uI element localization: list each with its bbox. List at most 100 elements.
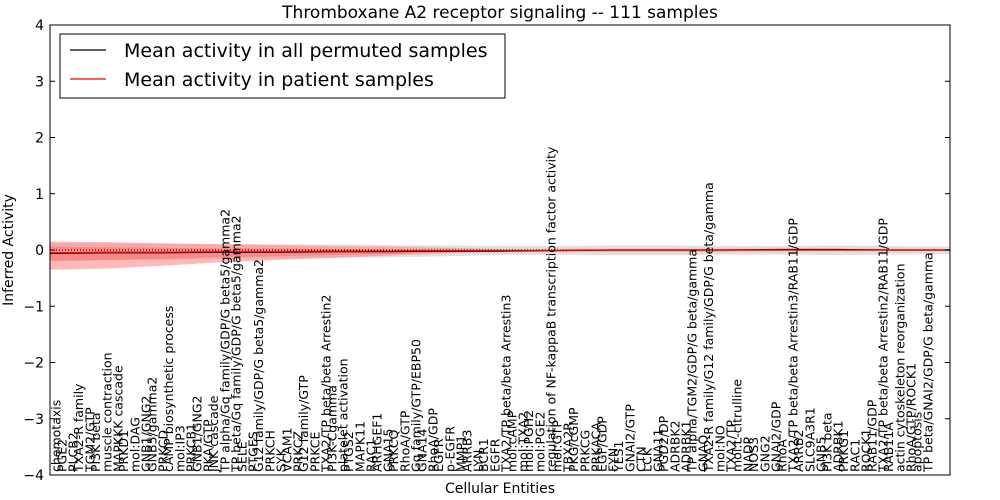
entity-label: PTGES <box>246 431 261 472</box>
entity-label: ARHGEF1 <box>369 413 384 472</box>
entity-label: RhoA/GDP <box>426 408 441 472</box>
entity-label: PTGS2 <box>341 431 356 472</box>
entity-label: apoptosis <box>909 412 924 472</box>
entity-label: PLCB2 <box>66 432 81 472</box>
entity-label: PRKCE <box>307 432 322 472</box>
entity-label: GNAI2/GDP <box>769 401 784 472</box>
entity-label: TXA2/TP <box>724 419 739 473</box>
entity-label: PRKCH <box>262 430 277 472</box>
entity-label: GNAI2/GTP <box>622 404 637 472</box>
entity-label: MAPK11 <box>352 421 367 472</box>
patient-mean-line <box>49 249 950 254</box>
entity-label: VCAM1 <box>279 427 294 472</box>
entity-label: PI3K beta <box>819 412 834 472</box>
y-tick-label: 1 <box>35 187 44 203</box>
entity-label: G12 family/GTP <box>296 375 311 472</box>
entity-label: muscle contraction <box>99 352 114 472</box>
entity-label: NADP <box>741 436 756 472</box>
entity-label: SYK <box>274 447 289 472</box>
legend-label-patient: Mean activity in patient samples <box>124 69 434 91</box>
entity-label: CTN <box>634 446 649 472</box>
entity-label: TXA2-R family <box>71 383 86 473</box>
entity-label: mol:TXA2 <box>516 412 531 472</box>
entity-label: GNA11 <box>651 429 666 473</box>
entity-label: TXA2/TP beta/beta Arrestin2/RAB11/GDP <box>876 218 891 473</box>
entity-label: cAMP biosynthetic process <box>161 306 176 472</box>
entity-label: EGFR <box>487 438 502 472</box>
entity-label: TXA2/TP beta/beta Arrestin3/RAB11/GDP <box>786 218 801 473</box>
entity-label: RAB11/GDP <box>864 399 879 472</box>
entity-label: TGM2/GTP <box>82 407 97 473</box>
entity-label: TXA2-R family/G12 family/GDP/G beta/gamm… <box>701 182 716 473</box>
entity-label: PRKD1 <box>116 430 131 472</box>
entity-label: mol:L-citrulline <box>729 379 744 472</box>
entity-label: PKA/GTP <box>201 419 216 472</box>
plot-frame <box>49 24 951 476</box>
entity-label: PI3K beta <box>88 412 103 472</box>
entity-label: NOS3 <box>746 437 761 472</box>
entity-label: ARRB2 <box>791 430 806 472</box>
y-tick-label: 0 <box>35 243 44 259</box>
entity-label: LCK <box>639 447 654 472</box>
entity-label: FYN <box>606 448 621 472</box>
entity-label: chemotaxis <box>49 400 64 472</box>
entity-label: GNB1/GNG2 <box>139 396 154 472</box>
entity-label: PRKACA <box>589 422 604 472</box>
legend: Mean activity in all permuted samples Me… <box>59 33 506 99</box>
entity-label: SELE <box>234 441 249 472</box>
entity-label: PRKCQ <box>386 430 401 472</box>
legend-label-permuted: Mean activity in all permuted samples <box>124 40 487 62</box>
entity-label: TP beta/GNAI2/GDP/G beta/gamma <box>921 252 936 473</box>
entity-label: ADRBK1 <box>679 420 694 472</box>
entity-label: p-EGFR <box>442 426 457 472</box>
y-tick-label: −2 <box>23 356 44 372</box>
entity-label: GNG2 <box>757 435 772 472</box>
entity-label: mol:NO <box>712 425 727 472</box>
entity-label: TBXA2R <box>561 422 576 473</box>
entity-label: ROCK1 <box>859 429 874 472</box>
y-tick-label: 4 <box>35 18 44 34</box>
entity-label: actin cytoskeleton reorganization <box>892 263 907 472</box>
entity-label: PRKCB1 <box>184 423 199 472</box>
entity-label: Gq family/GTP/EBP50 <box>409 339 424 472</box>
entity-label: SLC9A3R1 <box>802 407 817 472</box>
y-tick-label: −4 <box>23 468 44 484</box>
entity-label: TXA2/TP beta/beta Arrestin2 <box>319 295 334 473</box>
entity-label: RAB11A <box>881 422 896 472</box>
entity-label: RhoA/GTP/ROCK1 <box>904 363 919 472</box>
entity-label: mol:IP3 <box>172 425 187 472</box>
entity-label: G12 family/GDP/G beta5/gamma2 <box>251 259 266 472</box>
entity-label: BCR1 <box>476 438 491 472</box>
series-line-group <box>49 248 950 254</box>
entity-label: ARRB3 <box>459 430 474 472</box>
entity-label: ADRBK2 <box>667 420 682 472</box>
y-axis-label: Inferred Activity <box>1 194 17 306</box>
entity-label: MAPKKK cascade <box>111 365 126 472</box>
entity-label: mol:GTP <box>549 420 564 472</box>
entity-label: JNK cascade <box>206 395 221 473</box>
entity-label: PRKG1 <box>836 430 851 472</box>
entity-label: EGFR <box>431 438 446 472</box>
y-tick-label: −3 <box>23 412 44 428</box>
entity-label: PRKCZ <box>291 431 306 472</box>
entity-label: GNA15 <box>381 429 396 473</box>
y-tick-label: 2 <box>35 131 44 147</box>
entity-label: ADRBK1 <box>831 420 846 472</box>
entity-label: EGF/GDP <box>594 416 609 472</box>
entity-label: PGE2 <box>54 439 69 472</box>
entity-label: PKG/cGMP <box>566 407 581 472</box>
entity-label: RhoA/GTP <box>397 410 412 472</box>
entity-label: regulation of NF-kappaB transcription fa… <box>544 146 559 472</box>
chart-title: Thromboxane A2 receptor signaling -- 111… <box>281 3 718 23</box>
entity-label: platelet activation <box>336 358 351 472</box>
entity-label: GNA14 <box>414 428 429 472</box>
entity-label: TP beta/Gq family/GDP/G beta5/gamma2 <box>229 215 244 473</box>
entity-label: RAC1 <box>847 439 862 472</box>
entity-label: GNAQ <box>696 435 711 472</box>
entity-label: TP alpha/Gq family/GDP/G beta5/gamma2 <box>217 209 232 473</box>
entity-label: LYN <box>471 450 486 472</box>
y-tick-label: 3 <box>35 74 44 90</box>
entity-label: TP alpha/TGM2/GDP/G beta/gamma <box>684 249 699 473</box>
